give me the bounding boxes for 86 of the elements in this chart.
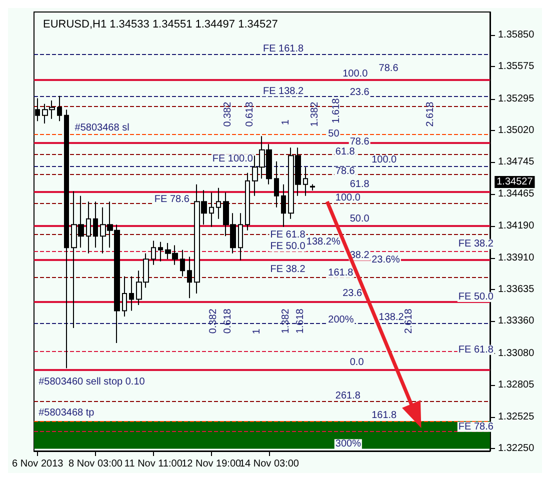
annotation: FE 50.0 (270, 240, 306, 252)
annotation: 1.618 (294, 308, 306, 334)
candlestick (129, 276, 134, 312)
candlestick (64, 109, 69, 369)
annotation: 200% (328, 314, 354, 326)
text: EURUSD,H1 1.34533 1.34551 1.34497 1.34527 (43, 18, 278, 30)
candlestick (281, 184, 286, 228)
annotation: 300% (335, 438, 362, 450)
annotation: 100.0 (335, 192, 361, 204)
annotation: 0.382 (222, 101, 234, 127)
annotation: 23.6 (350, 86, 370, 98)
x-tick-label: 6 Nov 2013 (12, 458, 64, 470)
candlestick (57, 95, 62, 122)
annotation: 23.6% (372, 254, 400, 266)
candlestick (310, 184, 315, 191)
y-tick-label: 1.33080 (498, 348, 535, 359)
text: 1.34527 (496, 176, 534, 188)
annotation: 261.8 (335, 390, 361, 402)
annotation: FE 61.8 (458, 344, 494, 356)
annotation: 78.6 (350, 136, 370, 148)
y-tick-label: 1.35295 (498, 93, 535, 104)
annotation: 100.0 (372, 154, 398, 166)
y-tick-label: 1.32805 (498, 379, 535, 390)
candlestick (303, 166, 308, 196)
y-tick-label: 1.34190 (498, 220, 535, 232)
candlestick (151, 240, 156, 266)
annotation: 0.0 (350, 357, 364, 368)
candlestick (158, 241, 163, 262)
annotation: 1 (252, 328, 262, 334)
annotation: 61.8 (350, 178, 370, 190)
candlestick (93, 201, 98, 248)
y-tick-label: 1.32250 (498, 443, 535, 454)
candlestick (245, 172, 250, 231)
annotation: FE 50.0 (458, 292, 494, 303)
annotation: #5803468 tp (38, 408, 95, 419)
candlestick (238, 212, 243, 261)
annotation: 1.382 (309, 101, 320, 127)
x-tick-label: 8 Nov 03:00 (68, 458, 123, 470)
annotation: 2.618 (404, 308, 414, 334)
x-tick-label: 12 Nov 19:00 (182, 458, 242, 470)
annotation: 100.0 (342, 68, 368, 80)
annotation: 161.8 (372, 410, 398, 421)
annotation: 138.2% (306, 236, 340, 248)
y-tick-label: 1.35020 (498, 124, 535, 136)
annotation: FE 138.2 (263, 86, 304, 97)
y-tick-label: 1.33360 (498, 316, 535, 327)
annotation: 61.8 (335, 146, 356, 158)
y-tick-label: 1.32525 (498, 412, 535, 423)
annotation: FE 78.6 (458, 421, 494, 432)
annotation: 78.6 (335, 166, 356, 178)
annotation: 78.6 (378, 62, 399, 74)
annotation: 161.8 (328, 267, 354, 278)
candlestick (216, 187, 221, 220)
x-tick-label: 14 Nov 03:00 (239, 458, 300, 470)
annotation: 50 (328, 128, 340, 140)
annotation: #5803468 sl (74, 122, 130, 134)
annotation: FE 61.8 (270, 229, 306, 240)
annotation: #5803460 sell stop 0.10 (38, 376, 146, 388)
annotation: 138.2 (378, 312, 404, 324)
candlestick (122, 276, 127, 318)
y-tick-label: 1.35575 (498, 61, 535, 72)
candlestick (86, 201, 91, 254)
annotation: 0.382 (208, 308, 220, 334)
candlestick (274, 160, 279, 208)
annotation: FE 100.0 (212, 154, 254, 165)
annotation: 0.618 (244, 101, 256, 127)
y-tick-label: 1.35850 (498, 29, 535, 40)
annotation: FE 161.8 (263, 43, 304, 54)
annotation: 1.618 (331, 98, 342, 124)
candlestick (209, 192, 214, 228)
candlestick (180, 249, 185, 277)
y-tick-label: 1.34745 (498, 156, 535, 168)
annotation: FE 38.2 (270, 264, 306, 275)
annotation: FE 78.6 (154, 194, 190, 205)
x-tick-label: 11 Nov 11:00 (124, 458, 183, 470)
y-tick-label: 1.33635 (498, 284, 535, 296)
y-tick-label: 1.33910 (498, 252, 535, 264)
annotation: FE 38.2 (458, 238, 494, 250)
annotation: 0.618 (222, 308, 234, 334)
annotation: 1.382 (280, 308, 292, 334)
y-tick-label: 1.34465 (498, 188, 535, 200)
annotation: 50.0 (350, 213, 370, 224)
annotation: 2.618 (425, 101, 436, 127)
annotation: 1 (280, 119, 292, 126)
candlestick (187, 256, 192, 299)
annotation: 23.6 (342, 288, 363, 300)
